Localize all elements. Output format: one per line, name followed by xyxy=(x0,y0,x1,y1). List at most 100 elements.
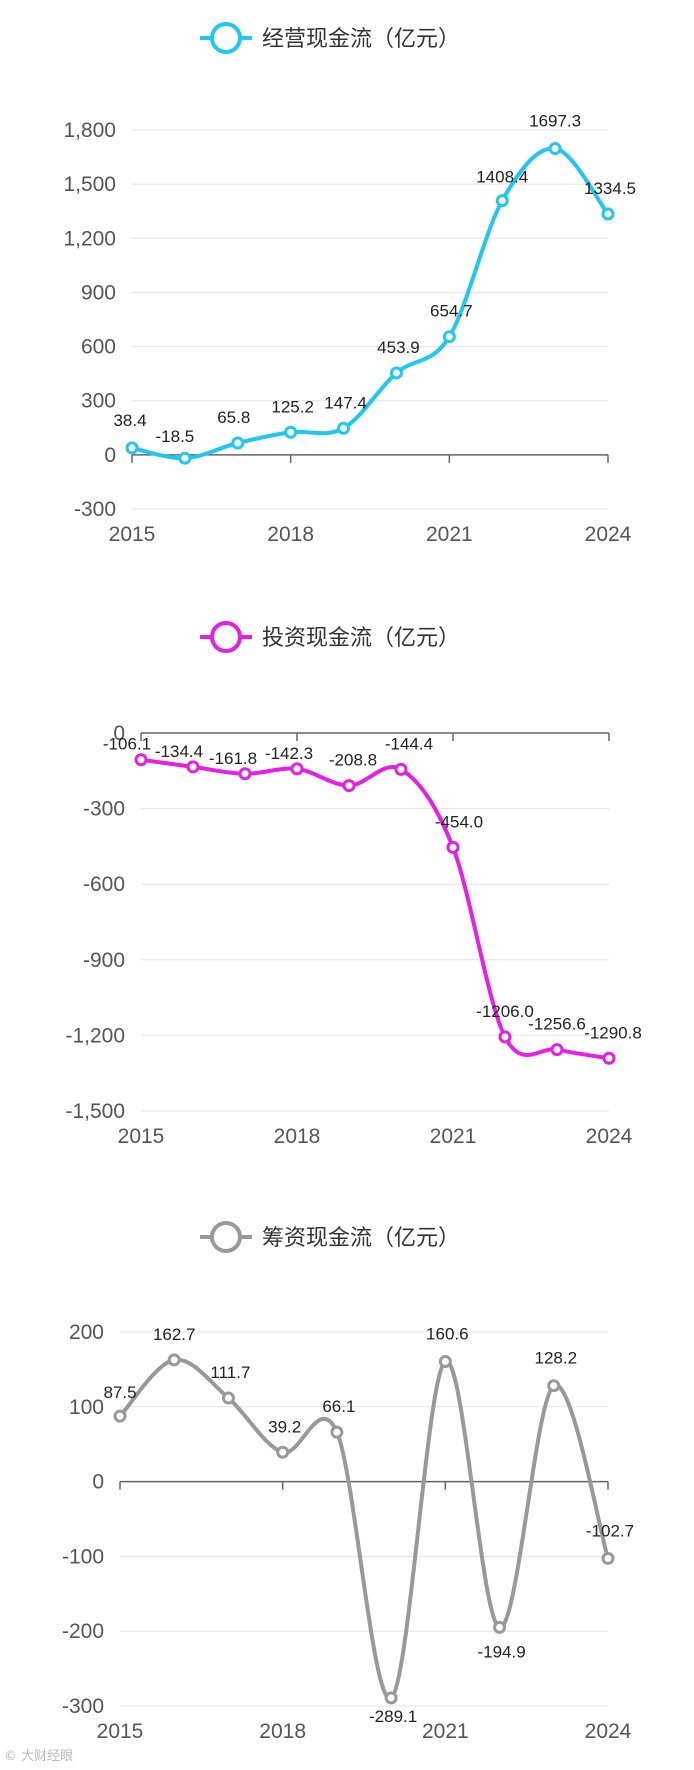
x-tick-label: 2024 xyxy=(585,523,632,546)
data-point[interactable] xyxy=(125,441,139,455)
y-tick-label: 100 xyxy=(69,1396,104,1419)
y-tick-label: -100 xyxy=(62,1545,104,1568)
data-label: -161.8 xyxy=(209,749,257,768)
y-tick-label: -900 xyxy=(83,949,125,972)
data-label: 125.2 xyxy=(271,397,314,416)
data-point[interactable] xyxy=(389,366,403,380)
legend-label: 经营现金流（亿元） xyxy=(262,27,460,52)
data-point[interactable] xyxy=(438,1354,452,1368)
investing-cashflow-chart: 投资现金流（亿元） -1,500 -1,200 -900 -600 -300 0 2015 20… xyxy=(0,590,694,1180)
data-point[interactable] xyxy=(601,207,615,221)
data-point[interactable] xyxy=(601,1551,615,1565)
data-point[interactable] xyxy=(290,762,304,776)
y-tick-label: -200 xyxy=(62,1620,104,1643)
financing-cashflow-chart: 筹资现金流（亿元） -300 -200 -100 0 100 200 2015 2018 2021… xyxy=(0,1180,694,1770)
data-point[interactable] xyxy=(498,1030,512,1044)
data-label: -1206.0 xyxy=(476,1002,534,1021)
y-tick-label: 0 xyxy=(113,722,125,745)
data-point[interactable] xyxy=(134,753,148,767)
investing-cashflow-svg: 投资现金流（亿元） -1,500 -1,200 -900 -600 -300 0 2015 20… xyxy=(65,621,642,1148)
data-point[interactable] xyxy=(221,1391,235,1405)
x-tick-label: 2015 xyxy=(118,1125,165,1148)
data-point[interactable] xyxy=(547,1379,561,1393)
data-label: 66.1 xyxy=(322,1397,355,1416)
data-point[interactable] xyxy=(442,330,456,344)
data-label: 1334.5 xyxy=(584,179,636,198)
legend-label: 筹资现金流（亿元） xyxy=(262,1226,460,1251)
x-tick-label: 2021 xyxy=(422,1720,469,1743)
data-point[interactable] xyxy=(186,760,200,774)
data-label: 39.2 xyxy=(268,1417,301,1436)
legend-label: 投资现金流（亿元） xyxy=(262,626,460,651)
data-label: 1697.3 xyxy=(529,112,581,131)
data-label: -142.3 xyxy=(265,744,313,763)
data-point[interactable] xyxy=(446,840,460,854)
x-tick-label: 2015 xyxy=(109,523,156,546)
data-point[interactable] xyxy=(167,1353,181,1367)
data-label: 147.4 xyxy=(324,393,367,412)
data-label: 162.7 xyxy=(153,1325,196,1344)
data-point[interactable] xyxy=(548,142,562,156)
y-tick-label: -1,200 xyxy=(65,1024,125,1047)
data-label: 128.2 xyxy=(535,1349,578,1368)
data-point[interactable] xyxy=(178,451,192,465)
data-point[interactable] xyxy=(337,421,351,435)
data-label: -134.4 xyxy=(155,742,203,761)
data-point[interactable] xyxy=(495,194,509,208)
y-tick-label: -300 xyxy=(62,1695,104,1718)
financing-cashflow-svg: 筹资现金流（亿元） -300 -200 -100 0 100 200 2015 2018 2021… xyxy=(62,1221,634,1743)
data-point[interactable] xyxy=(550,1043,564,1057)
series-line xyxy=(131,146,610,461)
data-label: 160.6 xyxy=(426,1324,469,1343)
legend-marker-icon xyxy=(210,621,242,653)
x-tick-label: 2021 xyxy=(430,1125,477,1148)
watermark: © 大财经眼 xyxy=(4,1749,74,1764)
data-label: -289.1 xyxy=(369,1707,417,1726)
data-point[interactable] xyxy=(284,425,298,439)
data-point[interactable] xyxy=(238,767,252,781)
series-line xyxy=(140,757,610,1061)
legend[interactable]: 投资现金流（亿元） xyxy=(200,621,460,653)
data-label: -18.5 xyxy=(156,427,195,446)
y-tick-label: 600 xyxy=(81,336,116,359)
data-label: -194.9 xyxy=(477,1642,525,1661)
x-tick-label: 2024 xyxy=(586,1125,633,1148)
data-point[interactable] xyxy=(493,1620,507,1634)
y-tick-label: -300 xyxy=(74,498,116,521)
data-point[interactable] xyxy=(602,1051,616,1065)
series-line xyxy=(118,1357,610,1700)
operating-cashflow-svg: 经营现金流（亿元） -300 0 300 600 900 1,200 1,500 1,800 20… xyxy=(63,22,636,546)
data-label: 654.7 xyxy=(430,302,473,321)
data-point[interactable] xyxy=(276,1445,290,1459)
data-label: -106.1 xyxy=(103,735,151,754)
data-label: 453.9 xyxy=(377,338,420,357)
data-label: 38.4 xyxy=(113,411,146,430)
data-label: -144.4 xyxy=(385,734,433,753)
data-label: 111.7 xyxy=(210,1363,250,1382)
y-tick-label: 0 xyxy=(92,1471,104,1494)
legend-marker-icon xyxy=(210,1221,242,1253)
y-tick-label: 1,800 xyxy=(63,119,116,142)
data-label: -1256.6 xyxy=(528,1015,586,1034)
data-point[interactable] xyxy=(231,436,245,450)
data-point[interactable] xyxy=(330,1425,344,1439)
legend[interactable]: 经营现金流（亿元） xyxy=(200,22,460,54)
data-point[interactable] xyxy=(342,779,356,793)
operating-cashflow-chart: 经营现金流（亿元） -300 0 300 600 900 1,200 1,500 1,800 20… xyxy=(0,0,694,590)
data-point[interactable] xyxy=(384,1691,398,1705)
y-tick-label: 300 xyxy=(81,390,116,413)
y-tick-label: -600 xyxy=(83,873,125,896)
y-tick-label: 200 xyxy=(69,1321,104,1344)
data-label: -102.7 xyxy=(586,1521,634,1540)
data-label: 65.8 xyxy=(217,408,250,427)
x-tick-label: 2015 xyxy=(97,1720,144,1743)
data-point[interactable] xyxy=(394,762,408,776)
data-point[interactable] xyxy=(113,1409,127,1423)
data-label: -208.8 xyxy=(329,751,377,770)
y-tick-label: 900 xyxy=(81,281,116,304)
x-tick-label: 2024 xyxy=(585,1720,632,1743)
data-label: -454.0 xyxy=(435,812,483,831)
x-tick-label: 2018 xyxy=(274,1125,321,1148)
legend[interactable]: 筹资现金流（亿元） xyxy=(200,1221,460,1253)
data-label: 1408.4 xyxy=(476,168,528,187)
